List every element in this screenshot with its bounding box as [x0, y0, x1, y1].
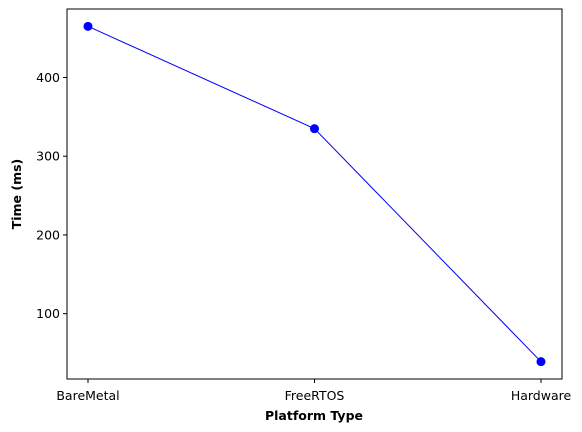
y-tick-label: 300	[36, 149, 60, 164]
plot-area	[83, 21, 546, 367]
plot-frame	[66, 8, 563, 380]
x-tick-label: BareMetal	[56, 388, 119, 403]
x-axis-title: Platform Type	[265, 408, 363, 423]
y-tick-label: 100	[36, 306, 60, 321]
y-tick-label: 200	[36, 227, 60, 242]
data-point	[536, 357, 546, 367]
series-line	[87, 25, 542, 363]
y-axis-title: Time (ms)	[9, 159, 24, 230]
y-tick-label: 400	[36, 70, 60, 85]
x-tick-label: Hardware	[511, 388, 572, 403]
x-tick-label: FreeRTOS	[285, 388, 345, 403]
data-point	[83, 21, 93, 31]
data-point	[310, 124, 319, 134]
x-axis: BareMetal FreeRTOS Hardware	[56, 379, 571, 403]
y-axis: 100 200 300 400	[36, 70, 67, 321]
